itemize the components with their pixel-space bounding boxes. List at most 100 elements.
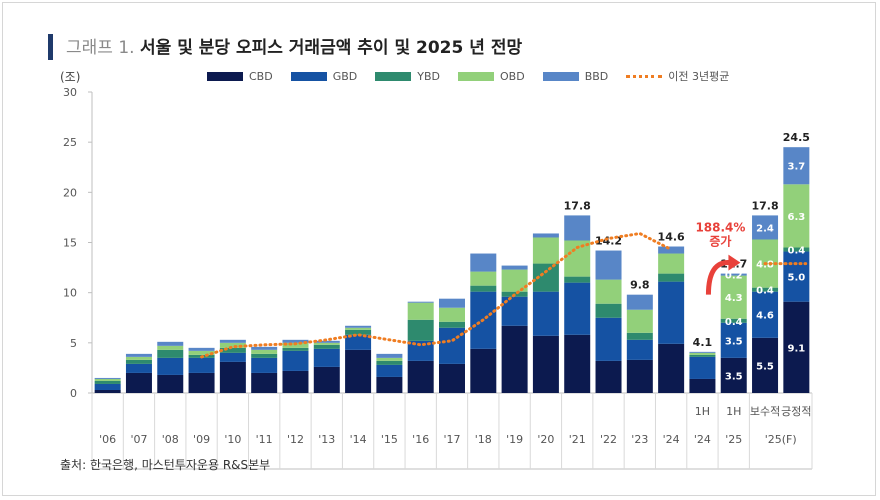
- legend-label: YBD: [417, 69, 440, 83]
- bar-segment-bbd: [125, 353, 152, 357]
- bar-total-label: 9.8: [630, 279, 650, 292]
- bar-segment-obd: [345, 327, 372, 330]
- bar-segment-ybd: [125, 359, 152, 364]
- bar-segment-obd: [251, 349, 278, 354]
- bar-segment-bbd: [157, 341, 184, 346]
- x-tick-label: '08: [162, 433, 179, 446]
- x-tick-label: '07: [130, 433, 147, 446]
- chart-title: 서울 및 분당 오피스 거래금액 추이 및 2025 년 전망: [140, 38, 523, 58]
- bar-segment-gbd: [345, 334, 372, 350]
- bar-segment-ybd: [783, 247, 810, 252]
- x-tick-label: '11: [256, 433, 273, 446]
- growth-arrow-head: [728, 254, 741, 271]
- bar-segment-ybd: [345, 329, 372, 335]
- bar-segment-obd: [125, 356, 152, 360]
- bar-segment-cbd: [282, 370, 309, 393]
- bar-segment-gbd: [752, 291, 779, 338]
- bar-segment-ybd: [157, 349, 184, 358]
- bar-segment-obd: [407, 302, 434, 320]
- y-tick-label: 25: [63, 136, 77, 149]
- bar-segment-cbd: [626, 359, 653, 393]
- legend-item-cbd: CBD: [207, 70, 273, 83]
- bar-segment-gbd: [94, 383, 121, 390]
- bar-segment-obd: [376, 357, 403, 361]
- bar-segment-obd: [157, 345, 184, 350]
- legend-swatch: [542, 71, 579, 81]
- bar-segment-ybd: [720, 318, 747, 323]
- x-tick-label: '25: [725, 433, 742, 446]
- x-tick-label-top: 보수적: [750, 405, 780, 418]
- legend-item-bbd: BBD: [542, 70, 608, 83]
- bar-segment-cbd: [564, 334, 591, 393]
- x-tick-label: '23: [631, 433, 648, 446]
- y-tick-label: 15: [63, 237, 77, 250]
- bar-total-label: 14.6: [658, 231, 685, 244]
- bar-segment-cbd: [439, 363, 465, 393]
- bar-segment-bbd: [564, 215, 591, 241]
- x-tick-label: '10: [224, 433, 241, 446]
- x-tick-label-top: 긍정적: [781, 405, 811, 418]
- bar-segment-bbd: [532, 233, 559, 238]
- bar-segment-ybd: [439, 321, 465, 328]
- bar-segment-cbd: [752, 337, 779, 393]
- bar-segment-obd: [219, 342, 246, 348]
- legend-dotted-line: [626, 74, 663, 78]
- bar-total-label: 24.5: [783, 131, 810, 144]
- segment-value-label: 5.0: [787, 273, 805, 284]
- x-tick-label: '12: [287, 433, 304, 446]
- bar-segment-cbd: [595, 360, 622, 393]
- bar-segment-bbd: [658, 246, 685, 254]
- segment-value-label: 9.1: [787, 343, 805, 354]
- segment-value-label: 4.6: [756, 311, 774, 322]
- bar-segment-obd: [188, 350, 215, 355]
- bar-segment-obd: [501, 269, 528, 292]
- bar-segment-cbd: [188, 372, 215, 393]
- legend-item-avg: 이전 3년평균: [626, 68, 729, 84]
- title-accent-bar: [48, 34, 53, 60]
- bar-segment-cbd: [658, 343, 685, 393]
- legend-swatch: [290, 71, 327, 81]
- segment-value-label: 6.3: [787, 212, 805, 223]
- legend-item-obd: OBD: [458, 70, 525, 83]
- segment-value-label: 0.4: [725, 317, 743, 328]
- x-tick-label: '21: [569, 433, 586, 446]
- y-tick-label: 10: [63, 287, 77, 300]
- bar-segment-cbd: [501, 325, 528, 393]
- bar-segment-gbd: [407, 340, 434, 361]
- growth-arrow: [705, 260, 731, 295]
- bar-segment-ybd: [658, 273, 685, 282]
- x-tick-label: '20: [537, 433, 554, 446]
- legend-label: CBD: [249, 69, 273, 83]
- x-tick-label: '18: [475, 433, 492, 446]
- bar-segment-bbd: [94, 377, 121, 379]
- x-tick-label: '14: [350, 433, 367, 446]
- bar-segment-obd: [595, 279, 622, 304]
- bar-segment-bbd: [501, 265, 528, 270]
- bar-segment-ybd: [470, 285, 497, 292]
- bar-segment-obd: [94, 378, 121, 381]
- bar-segment-cbd: [125, 372, 152, 393]
- bar-total-label: 17.8: [751, 199, 778, 212]
- bar-segment-cbd: [157, 374, 184, 393]
- x-tick-label: '19: [506, 433, 523, 446]
- segment-value-label: 4.3: [725, 293, 743, 304]
- bar-segment-gbd: [313, 348, 340, 367]
- bar-segment-ybd: [407, 319, 434, 341]
- bar-segment-bbd: [219, 339, 246, 343]
- y-tick-label: 0: [70, 387, 77, 400]
- bar-segment-gbd: [720, 322, 747, 358]
- bar-segment-ybd: [595, 303, 622, 318]
- bar-segment-gbd: [251, 357, 278, 373]
- segment-value-label: 5.5: [756, 361, 774, 372]
- y-axis-unit: (조): [60, 70, 81, 84]
- bar-segment-cbd: [720, 357, 747, 393]
- bar-segment-gbd: [188, 357, 215, 373]
- bar-segment-gbd: [376, 364, 403, 377]
- bar-segment-obd: [626, 309, 653, 333]
- bar-segment-bbd: [626, 294, 653, 310]
- x-tick-label: '17: [443, 433, 460, 446]
- bar-segment-cbd: [407, 360, 434, 393]
- x-tick-label: '24: [663, 433, 680, 446]
